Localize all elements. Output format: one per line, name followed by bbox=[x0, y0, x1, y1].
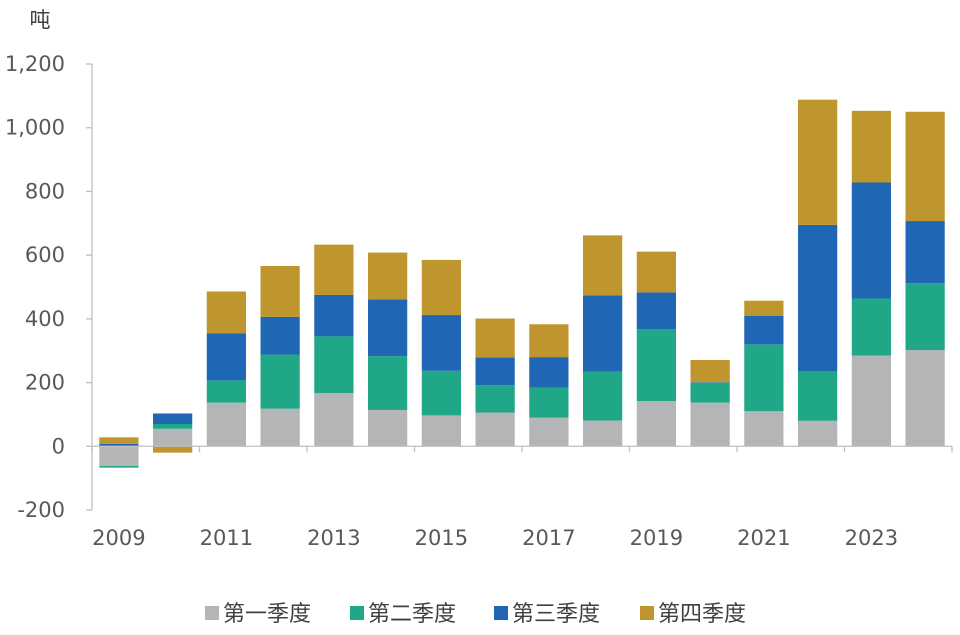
x-axis-ticks: 2009 2011 2013 2015 2017 2019 2021 2023 bbox=[91, 446, 953, 550]
bar-segment bbox=[744, 300, 784, 316]
bar-segment bbox=[421, 415, 461, 447]
y-axis-unit-label: 吨 bbox=[30, 8, 51, 32]
bar-segment bbox=[529, 417, 569, 447]
bar-segment bbox=[314, 294, 354, 337]
y-tick-label: 200 bbox=[25, 371, 65, 395]
y-tick-label: 600 bbox=[25, 243, 65, 267]
bar-segment bbox=[583, 235, 623, 296]
bar-segment bbox=[798, 224, 838, 372]
bar-segment bbox=[851, 110, 891, 183]
bar-segment bbox=[636, 401, 676, 447]
bar-segment bbox=[421, 315, 461, 371]
x-tick-label: 2021 bbox=[737, 526, 790, 550]
y-tick-label: -200 bbox=[17, 498, 65, 522]
bar-segment bbox=[690, 359, 730, 383]
bar-segment bbox=[421, 370, 461, 416]
legend-label: 第二季度 bbox=[368, 602, 456, 627]
bar-segment bbox=[314, 393, 354, 447]
bar-segment bbox=[690, 382, 730, 403]
bar-segment bbox=[851, 298, 891, 356]
y-tick-label: 1,000 bbox=[5, 116, 65, 140]
x-tick-label: 2015 bbox=[415, 526, 468, 550]
bar-segment bbox=[583, 371, 623, 421]
bar-segment bbox=[260, 316, 300, 355]
x-tick-label: 2009 bbox=[92, 526, 145, 550]
bar-segment bbox=[744, 344, 784, 412]
bar-segment bbox=[475, 318, 515, 358]
bar-segment bbox=[636, 329, 676, 402]
bar-segment bbox=[368, 409, 408, 447]
bar-segment bbox=[153, 446, 193, 453]
x-tick-label: 2017 bbox=[522, 526, 575, 550]
bar-segment bbox=[153, 423, 193, 429]
bar-segment bbox=[368, 356, 408, 410]
bar-segment bbox=[99, 443, 139, 447]
bar-segment bbox=[905, 111, 945, 222]
bar-segment bbox=[421, 259, 461, 316]
bar-segment bbox=[905, 283, 945, 351]
bar-segment bbox=[529, 357, 569, 388]
bar-segment bbox=[690, 402, 730, 447]
bar-segment bbox=[99, 466, 139, 468]
bar-segment bbox=[905, 221, 945, 284]
bar-segment bbox=[314, 244, 354, 295]
bar-segment bbox=[851, 182, 891, 299]
legend-swatch bbox=[350, 606, 364, 620]
y-tick-label: 400 bbox=[25, 307, 65, 331]
legend-label: 第一季度 bbox=[223, 602, 311, 627]
legend-swatch bbox=[205, 606, 219, 620]
bar-segment bbox=[690, 382, 730, 383]
bar-segment bbox=[475, 412, 515, 447]
bar-segment bbox=[744, 411, 784, 447]
bar-segment bbox=[314, 336, 354, 394]
y-tick-label: 1,200 bbox=[5, 52, 65, 76]
bar-segment bbox=[260, 354, 300, 409]
bar-segment bbox=[99, 437, 139, 444]
x-tick-label: 2011 bbox=[200, 526, 253, 550]
bar-segment bbox=[636, 292, 676, 330]
x-tick-label: 2019 bbox=[630, 526, 683, 550]
bar-segment bbox=[153, 428, 193, 447]
legend-swatch bbox=[640, 606, 654, 620]
bar-segment bbox=[798, 371, 838, 421]
bar-segment bbox=[583, 420, 623, 447]
bar-segment bbox=[744, 315, 784, 345]
bar-segment bbox=[475, 385, 515, 413]
bar-segment bbox=[529, 387, 569, 418]
bar-segment bbox=[206, 402, 246, 447]
bar-segment bbox=[798, 99, 838, 225]
bar-segment bbox=[851, 355, 891, 447]
y-axis-ticks: -200 0 200 400 600 800 1,000 1,200 bbox=[5, 52, 92, 522]
bar-segment bbox=[636, 251, 676, 293]
bar-segment bbox=[99, 446, 139, 467]
bar-segment bbox=[368, 252, 408, 300]
legend: 第一季度 第二季度 第三季度 第四季度 bbox=[205, 602, 746, 627]
bar-segment bbox=[475, 357, 515, 386]
x-tick-label: 2023 bbox=[845, 526, 898, 550]
legend-label: 第三季度 bbox=[512, 602, 600, 627]
bar-segment bbox=[206, 291, 246, 334]
bar-segment bbox=[260, 265, 300, 317]
bar-segment bbox=[529, 324, 569, 358]
bars-group bbox=[99, 99, 945, 468]
bar-segment bbox=[153, 413, 193, 424]
bar-segment bbox=[583, 295, 623, 372]
x-tick-label: 2013 bbox=[307, 526, 360, 550]
bar-segment bbox=[260, 408, 300, 447]
legend-label: 第四季度 bbox=[658, 602, 746, 627]
y-tick-label: 0 bbox=[52, 434, 65, 458]
bar-segment bbox=[798, 420, 838, 447]
bar-segment bbox=[905, 350, 945, 447]
y-tick-label: 800 bbox=[25, 179, 65, 203]
bar-segment bbox=[368, 299, 408, 357]
legend-swatch bbox=[494, 606, 508, 620]
bar-segment bbox=[206, 380, 246, 403]
bar-segment bbox=[206, 333, 246, 381]
